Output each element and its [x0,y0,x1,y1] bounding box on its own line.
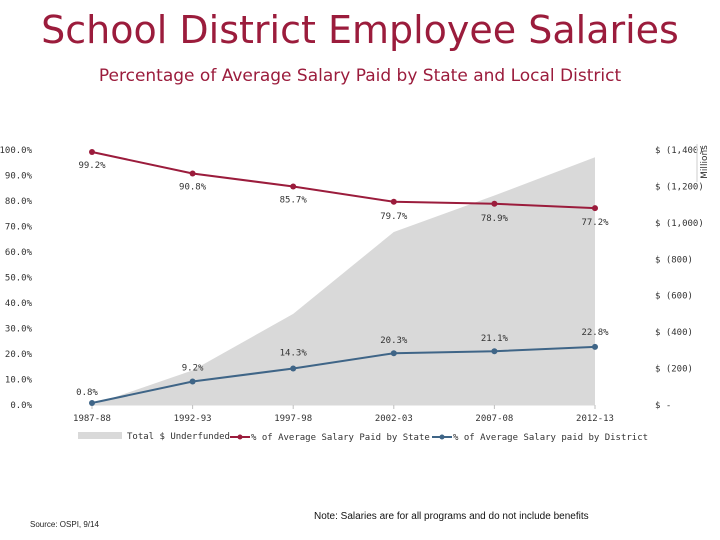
left-tick-label: 90.0% [5,172,33,182]
district-point [290,365,297,372]
x-tick-label: 1992-93 [174,414,212,424]
lines-layer [89,149,598,406]
state-point [390,198,397,205]
left-tick-label: 50.0% [5,274,33,284]
x-tick-label: 2002-03 [375,414,413,424]
state-data-label: 85.7% [280,195,308,205]
left-tick-label: 80.0% [5,197,33,207]
x-tick-label: 2012-13 [576,414,614,424]
left-tick-label: 40.0% [5,299,33,309]
right-axis-units-label: Millions [700,145,710,179]
right-tick-label: $ (1,000) [655,219,704,229]
district-data-label: 22.8% [581,328,609,338]
legend-state-marker [237,434,243,440]
x-tick-label: 2007-08 [475,414,513,424]
left-tick-label: 60.0% [5,248,33,258]
district-line [91,345,596,404]
source-note: Source: OSPI, 9/14 [30,520,99,529]
state-data-label: 90.8% [179,182,207,192]
left-tick-label: 30.0% [5,325,33,335]
legend-district-label: % of Average Salary paid by District [453,433,648,443]
state-point [290,183,297,190]
state-data-label: 79.7% [380,212,408,222]
data-labels: 99.2% 90.8% 85.7% 79.7% 78.9% 77.2% 0.8% 9.2% 14… [76,161,609,398]
x-axis: 1987-88 1992-93 1997-98 2002-03 2007-08 2012-… [73,404,614,424]
district-data-label: 21.1% [481,334,509,344]
left-tick-label: 70.0% [5,223,33,233]
right-tick-label: $ (400) [655,328,693,338]
state-point [89,149,95,156]
district-data-label: 14.3% [280,349,308,359]
state-point [592,205,598,212]
chart-title: School District Employee Salaries [41,8,679,52]
left-tick-label: 10.0% [5,376,33,386]
right-tick-label: $ (200) [655,365,693,375]
right-tick-label: $ (800) [655,255,693,265]
right-axis: $ - $ (200) $ (400) $ (600) $ (800) $ (1,000)… [655,144,704,411]
state-point [491,200,498,207]
right-tick-label: $ (600) [655,292,693,302]
right-tick-label: $ (1,200) [655,182,704,192]
left-tick-label: 100.0% [0,146,33,156]
legend-underfunded-swatch [78,432,122,439]
legend-state-label: % of Average Salary Paid by State [251,433,430,443]
district-point [390,350,397,357]
district-data-label: 9.2% [182,364,204,374]
state-data-label: 77.2% [581,218,609,228]
left-tick-label: 20.0% [5,350,33,360]
chart-subtitle: Percentage of Average Salary Paid by Sta… [98,66,622,86]
left-tick-label: 0.0% [10,401,32,411]
district-point [592,343,598,350]
underfunded-area [92,157,595,405]
district-point [89,399,95,406]
area-layer [92,157,595,405]
state-point [189,170,196,177]
left-axis: 0.0% 10.0% 20.0% 30.0% 40.0% 50.0% 60.0% 70.0% 8… [0,146,33,411]
state-line [91,151,596,210]
district-data-label: 20.3% [380,336,408,346]
district-point [189,378,196,385]
right-tick-label: $ (1,400) [655,146,704,156]
legend: Total $ Underfunded % of Average Salary P… [78,432,648,443]
district-data-label: 0.8% [76,388,98,398]
footnote: Note: Salaries are for all programs and … [314,511,589,522]
state-data-label: 99.2% [78,161,106,171]
state-data-label: 78.9% [481,214,509,224]
x-tick-label: 1997-98 [274,414,312,424]
right-tick-label: $ - [655,401,671,411]
legend-district-marker [439,434,445,440]
legend-underfunded-label: Total $ Underfunded [127,432,230,442]
x-tick-label: 1987-88 [73,414,111,424]
district-point [491,348,498,355]
